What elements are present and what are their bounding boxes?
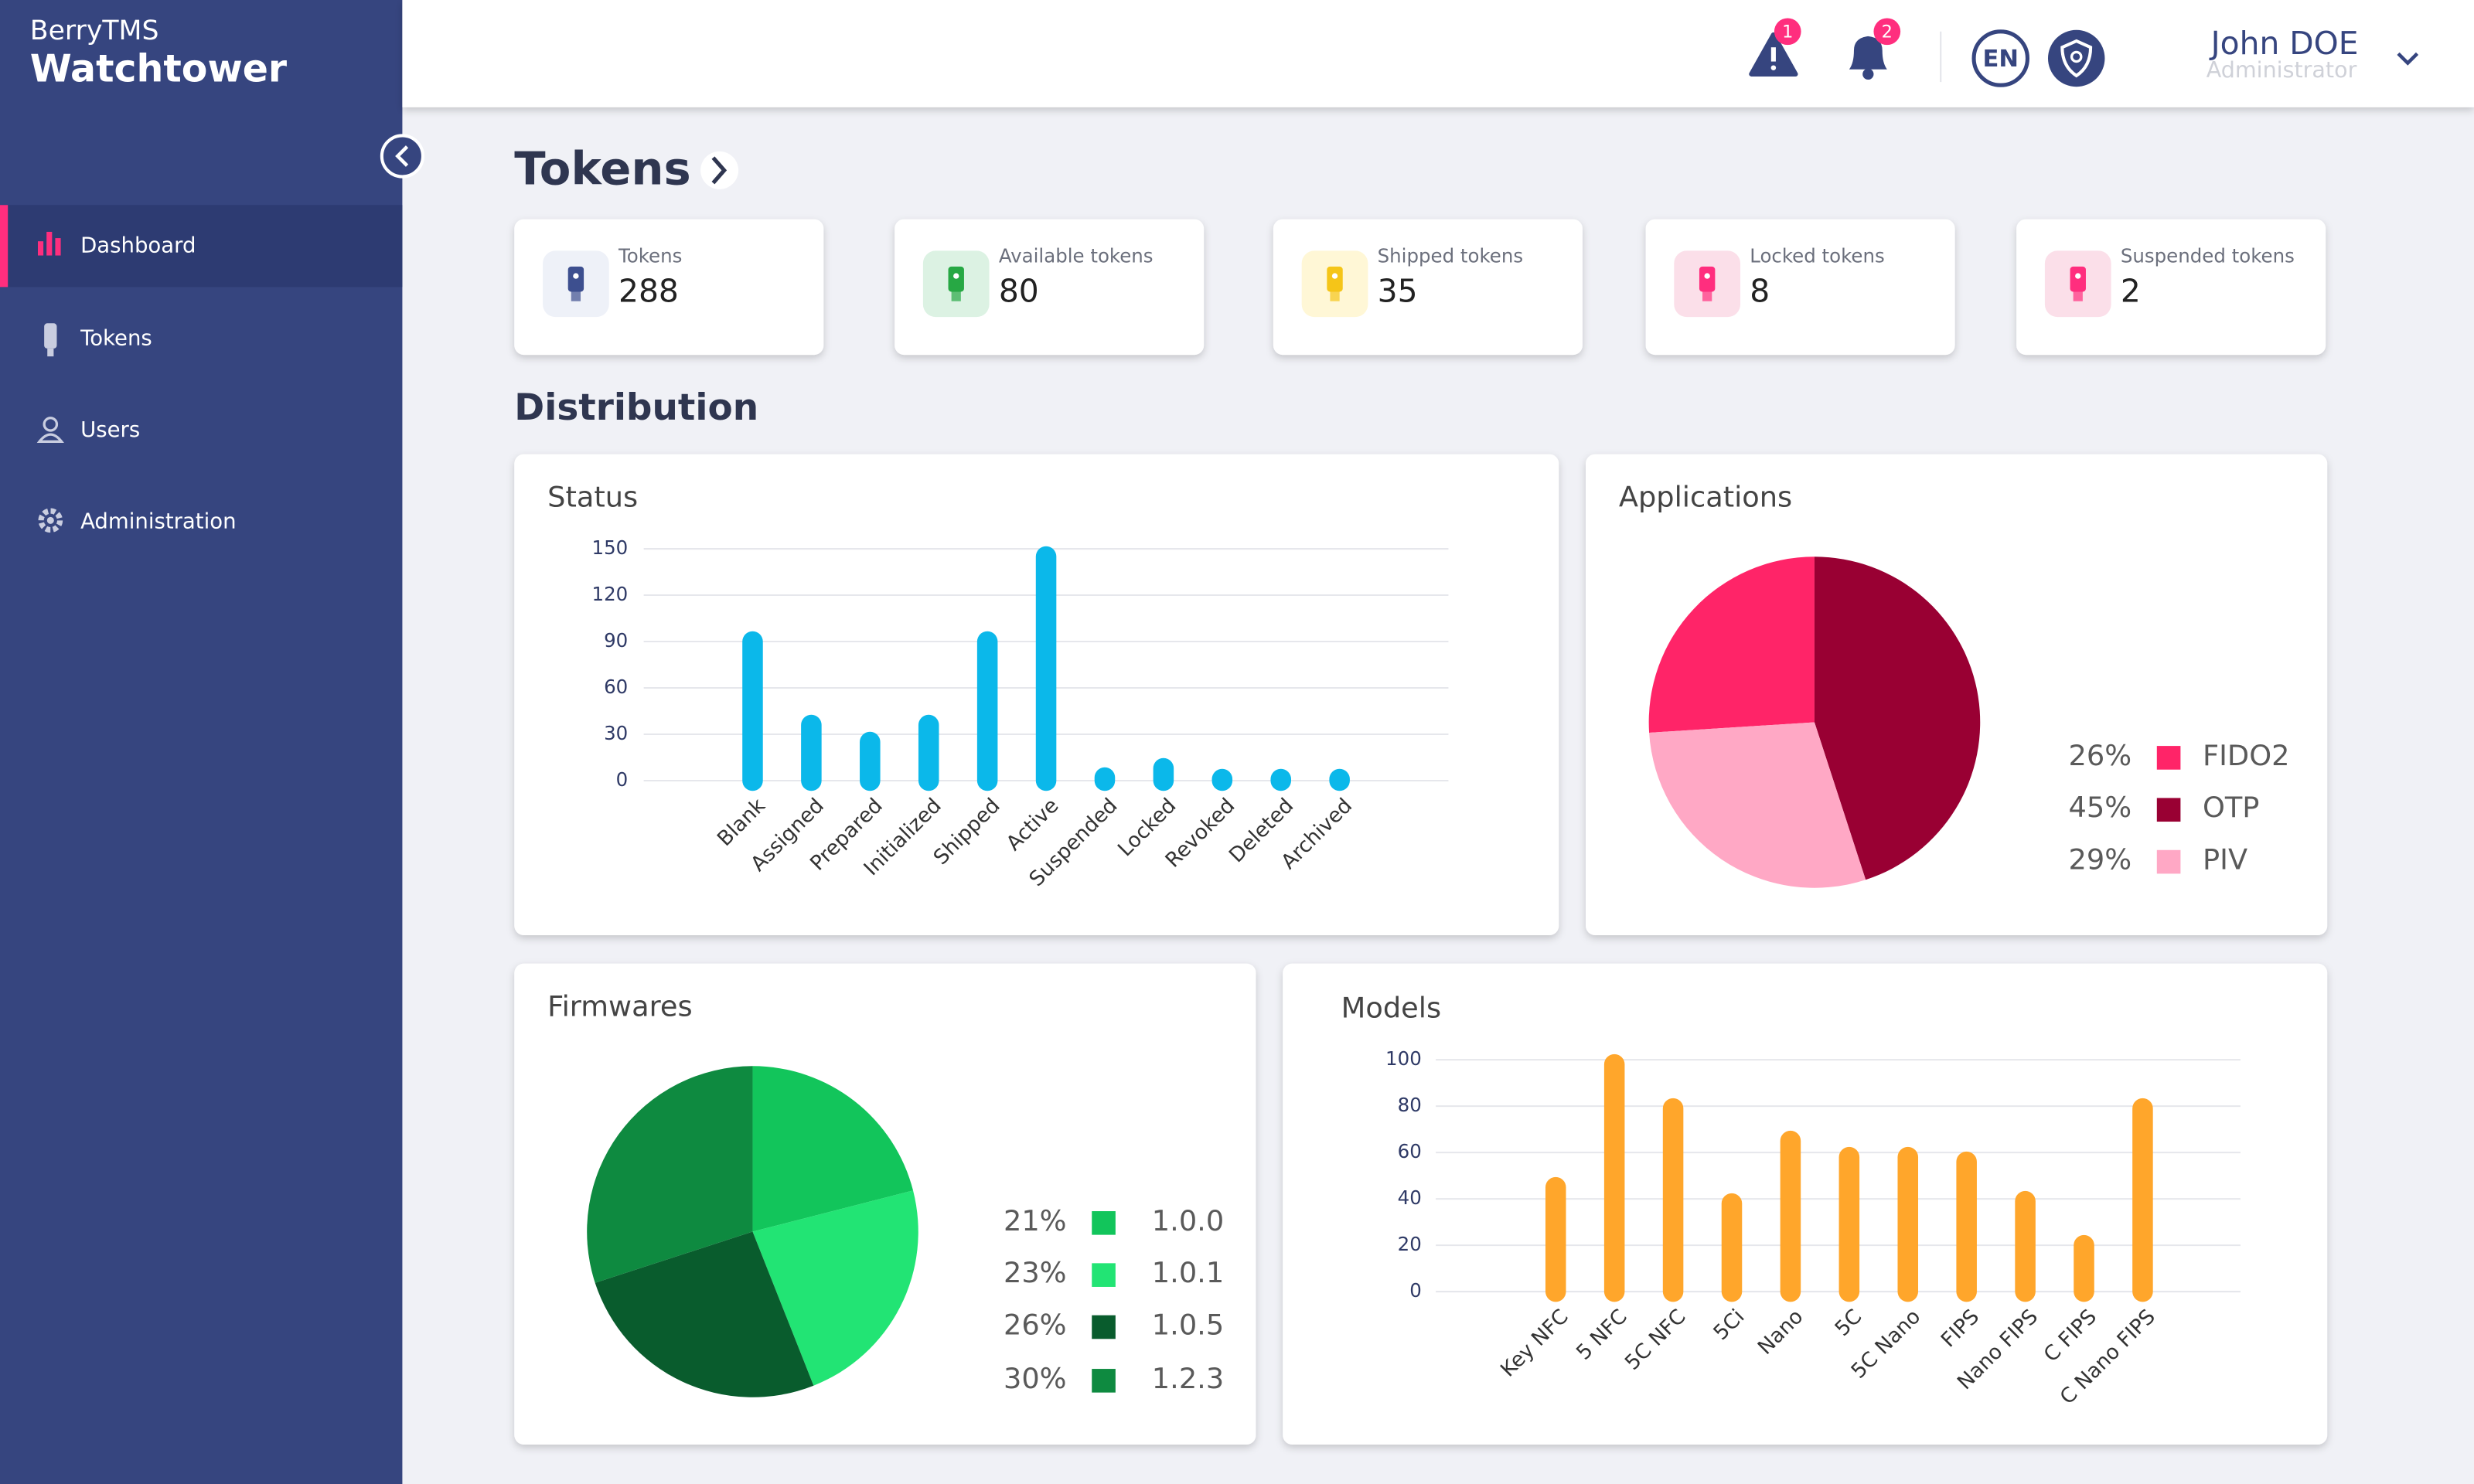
top-bar: [402, 0, 2474, 107]
badge: 2: [1882, 22, 1893, 42]
y-tick-label: 60: [1398, 1140, 1422, 1162]
card-icon: [948, 266, 964, 292]
card-icon: [1704, 273, 1710, 279]
legend-value: 29%: [2069, 843, 2132, 876]
nav-tokens[interactable]: Tokens: [44, 323, 152, 357]
nav-label: Tokens: [80, 326, 152, 351]
title-link[interactable]: [700, 151, 739, 189]
nav-administration[interactable]: Administration: [38, 508, 237, 533]
card-icon: [951, 291, 961, 301]
legend-label: 1.2.3: [1152, 1362, 1224, 1395]
legend-swatch: [1092, 1369, 1116, 1393]
legend-value: 26%: [1004, 1308, 1067, 1341]
y-tick-label: 80: [1398, 1094, 1422, 1116]
y-tick-label: 0: [616, 768, 629, 791]
card-icon: [573, 273, 579, 279]
card-label: Tokens: [618, 245, 682, 267]
chart-title: Firmwares: [547, 989, 692, 1023]
card-icon: [1327, 266, 1343, 292]
card-icon: [571, 291, 581, 301]
legend-value: 21%: [1004, 1204, 1067, 1237]
legend-swatch: [2156, 798, 2181, 822]
legend-value: 23%: [1004, 1256, 1067, 1289]
card-value: 2: [2121, 273, 2141, 310]
legend-label: 1.0.0: [1152, 1204, 1224, 1237]
legend-swatch: [1092, 1315, 1116, 1339]
card-icon: [2070, 266, 2086, 292]
brand: BerryTMS: [30, 15, 159, 46]
y-tick-label: 20: [1398, 1233, 1422, 1255]
legend-value: 30%: [1004, 1362, 1067, 1395]
language: EN: [1982, 46, 2019, 73]
legend-label: 1.0.5: [1152, 1308, 1224, 1341]
page-title: Tokens: [514, 142, 690, 196]
pie-slice: [1649, 722, 1866, 888]
chart-title: Models: [1341, 991, 1441, 1024]
card-icon: [1702, 291, 1712, 301]
y-tick-label: 30: [604, 722, 628, 744]
nav-label: Users: [80, 417, 140, 442]
pie-slice: [1648, 556, 1815, 733]
panel: [1283, 963, 2328, 1445]
legend-value: 45%: [2069, 791, 2132, 824]
chart-title: Applications: [1619, 480, 1792, 513]
legend-value: 26%: [2069, 739, 2132, 772]
pie-slice: [752, 1066, 914, 1232]
y-tick-label: 40: [1398, 1186, 1422, 1209]
card-label: Locked tokens: [1750, 245, 1884, 267]
card-value: 35: [1378, 273, 1418, 310]
y-tick-label: 90: [604, 629, 628, 652]
card-icon: [2073, 291, 2083, 301]
nav-dashboard[interactable]: Dashboard: [0, 205, 403, 288]
alerts-button[interactable]: 1: [1749, 18, 1801, 77]
user-name: John DOE: [2209, 25, 2359, 62]
y-tick-label: 60: [604, 676, 628, 698]
collapse-button[interactable]: [380, 134, 424, 179]
notifications-button[interactable]: 2: [1849, 18, 1901, 80]
card-icon: [567, 266, 584, 292]
y-tick-label: 100: [1385, 1047, 1422, 1070]
card-icon: [1331, 273, 1338, 279]
user-menu[interactable]: John DOE Administrator: [2206, 25, 2419, 83]
legend-label: PIV: [2203, 843, 2247, 876]
nav-label: Administration: [80, 509, 236, 533]
nav-users[interactable]: Users: [36, 417, 140, 443]
pie-slice: [1814, 556, 1981, 880]
legend-label: OTP: [2203, 791, 2259, 824]
legend-swatch: [2156, 849, 2181, 874]
card-label: Available tokens: [999, 245, 1154, 267]
card-icon: [1330, 291, 1340, 301]
legend-label: 1.0.1: [1152, 1256, 1224, 1289]
nav-label: Dashboard: [80, 233, 196, 257]
pie-slice: [752, 1190, 918, 1386]
product-name: Watchtower: [30, 46, 287, 90]
y-tick-label: 120: [592, 583, 629, 605]
y-tick-label: 0: [1409, 1279, 1422, 1302]
security-button[interactable]: [2047, 29, 2105, 87]
legend-swatch: [1092, 1263, 1116, 1287]
user-role: Administrator: [2206, 56, 2357, 83]
card-label: Shipped tokens: [1378, 245, 1523, 267]
card-icon: [2075, 273, 2081, 279]
legend-label: FIDO2: [2203, 739, 2290, 772]
section-title: Distribution: [514, 386, 758, 429]
y-tick-label: 150: [592, 536, 629, 559]
card-value: 288: [618, 273, 679, 310]
card-value: 8: [1750, 273, 1770, 310]
language-button[interactable]: EN: [1971, 29, 2029, 87]
badge: 1: [1782, 22, 1793, 42]
chart-title: Status: [547, 480, 638, 513]
card-icon: [953, 273, 959, 279]
card-value: 80: [999, 273, 1039, 310]
card-label: Suspended tokens: [2121, 245, 2295, 267]
card-icon: [1699, 266, 1716, 292]
pie-slice: [587, 1066, 753, 1283]
legend-swatch: [2156, 746, 2181, 770]
pie-slice: [595, 1231, 814, 1397]
legend-swatch: [1092, 1211, 1116, 1235]
